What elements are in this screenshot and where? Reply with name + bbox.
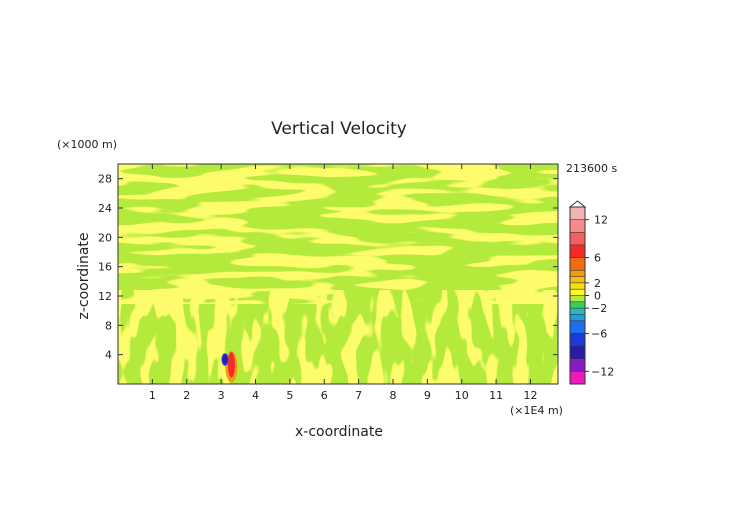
colorbar-level — [570, 314, 585, 321]
colorbar-level — [570, 308, 585, 315]
x-tick-label: 1 — [149, 389, 156, 402]
x-axis-label: x-coordinate — [295, 424, 383, 440]
y-tick-label: 12 — [98, 290, 112, 303]
colorbar-tick-label: −2 — [591, 302, 607, 315]
colorbar-level — [570, 257, 585, 271]
x-tick-label: 11 — [489, 389, 503, 402]
y-axis-label: z-coordinate — [76, 232, 92, 319]
colorbar-level — [570, 295, 585, 302]
field-pattern-upper — [118, 164, 558, 304]
field-pattern-lower — [118, 290, 558, 384]
colorbar-level — [570, 219, 585, 233]
x-tick-label: 2 — [183, 389, 190, 402]
x-tick-label: 5 — [286, 389, 293, 402]
x-unit-label: (×1E4 m) — [510, 404, 563, 417]
colorbar-level — [570, 371, 585, 384]
y-tick-label: 20 — [98, 231, 112, 244]
x-tick-label: 8 — [390, 389, 397, 402]
plot-area — [118, 164, 558, 384]
feature-layer — [221, 351, 238, 383]
colorbar-tick-label: 0 — [594, 290, 601, 303]
colorbar-level — [570, 358, 585, 372]
colorbar-level — [570, 282, 585, 290]
colorbar-level — [570, 333, 585, 347]
colorbar-level — [570, 289, 585, 296]
colorbar-tick-label: −12 — [591, 365, 614, 378]
x-tick-label: 9 — [424, 389, 431, 402]
plot-frame — [117, 163, 559, 385]
y-tick-label: 28 — [98, 173, 112, 186]
x-tick-label: 6 — [321, 389, 328, 402]
y-tick-label: 24 — [98, 202, 112, 215]
colorbar-level — [570, 301, 585, 309]
chart-title: Vertical Velocity — [271, 119, 407, 139]
colorbar-level — [570, 320, 585, 334]
colorbar-tick-label: 12 — [594, 214, 608, 227]
time-label: 213600 s — [566, 162, 617, 175]
colorbar-tick-label: 6 — [594, 252, 601, 265]
y-unit-label: (×1000 m) — [57, 138, 117, 151]
colorbar-level — [570, 207, 585, 220]
y-tick-label: 4 — [105, 349, 112, 362]
y-tick-label: 16 — [98, 261, 112, 274]
y-tick-label: 8 — [105, 319, 112, 332]
downdraft-core-inner — [223, 355, 227, 364]
x-axis: 1 2 3 4 5 6 7 8 9 10 11 12 — [149, 164, 538, 402]
colorbar-level — [570, 270, 585, 277]
colorbar-tick-label: −6 — [591, 327, 607, 340]
colorbar-overflow-arrow — [568, 200, 587, 208]
colorbar-level — [570, 346, 585, 359]
colorbar: 12 6 20−2 −6 −12 — [568, 200, 614, 385]
colorbar-level — [570, 276, 585, 283]
x-tick-label: 3 — [218, 389, 225, 402]
colorbar-level — [570, 244, 585, 258]
x-tick-label: 10 — [455, 389, 469, 402]
updraft-core-inner — [227, 352, 235, 378]
colorbar-tick-label: 2 — [594, 277, 601, 290]
x-tick-label: 4 — [252, 389, 259, 402]
y-axis: 4 8 12 16 20 24 28 — [98, 173, 558, 362]
x-tick-label: 12 — [524, 389, 538, 402]
colorbar-level — [570, 232, 585, 245]
x-tick-label: 7 — [355, 389, 362, 402]
